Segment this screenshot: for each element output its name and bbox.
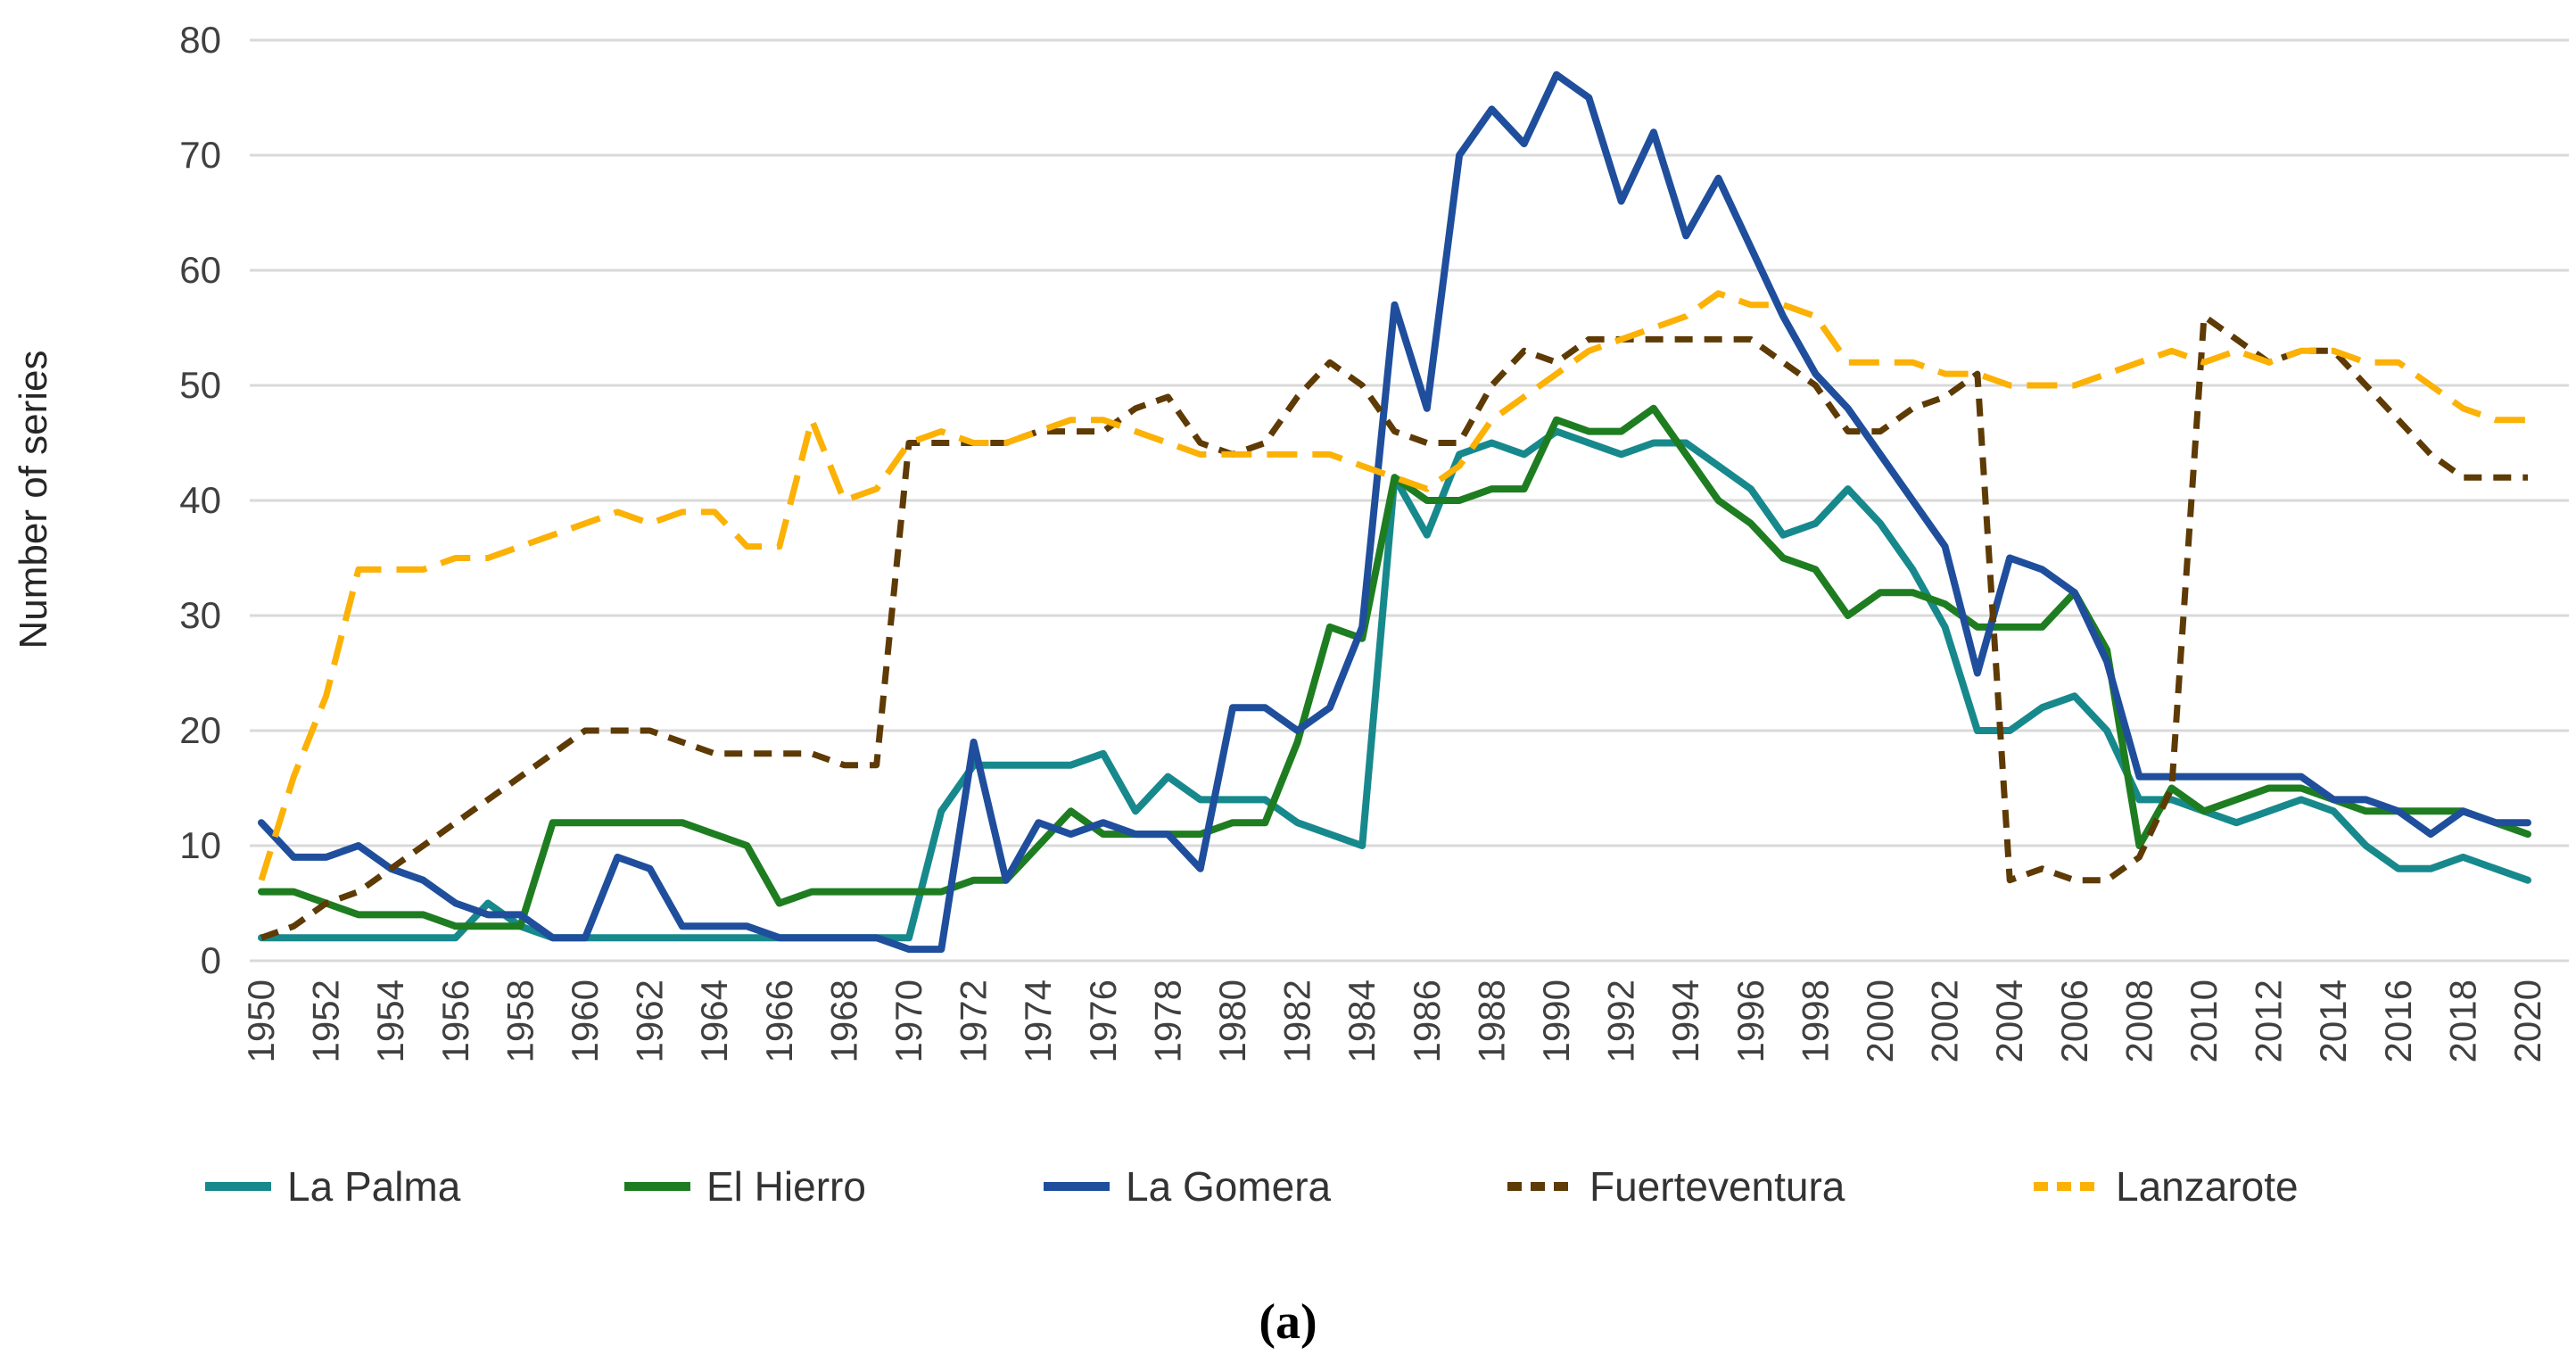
x-tick-label-1986: 1986 bbox=[1406, 979, 1448, 1062]
x-tick-label-1962: 1962 bbox=[629, 979, 671, 1062]
y-tick-label-10: 10 bbox=[179, 824, 221, 866]
legend-label-el-hierro: El Hierro bbox=[706, 1163, 866, 1210]
x-tick-label-1956: 1956 bbox=[434, 979, 476, 1062]
x-tick-label-1982: 1982 bbox=[1276, 979, 1318, 1062]
x-tick-label-1984: 1984 bbox=[1341, 979, 1383, 1062]
series-line-la-gomera bbox=[258, 70, 2531, 954]
x-tick-label-1992: 1992 bbox=[1600, 979, 1642, 1062]
x-tick-label-2016: 2016 bbox=[2377, 979, 2419, 1062]
x-tick-label-1988: 1988 bbox=[1470, 979, 1512, 1062]
figure-caption: (a) bbox=[1259, 1294, 1317, 1350]
x-tick-label-1980: 1980 bbox=[1211, 979, 1253, 1062]
y-tick-label-0: 0 bbox=[201, 939, 221, 981]
y-tick-label-30: 30 bbox=[179, 594, 221, 636]
x-tick-label-1966: 1966 bbox=[758, 979, 800, 1062]
x-tick-label-2004: 2004 bbox=[1988, 979, 2030, 1062]
series-line-el-hierro bbox=[258, 404, 2531, 930]
y-tick-label-70: 70 bbox=[179, 134, 221, 176]
x-tick-label-1950: 1950 bbox=[240, 979, 282, 1062]
x-tick-label-1990: 1990 bbox=[1535, 979, 1577, 1062]
y-tick-label-50: 50 bbox=[179, 364, 221, 406]
legend-label-la-gomera: La Gomera bbox=[1126, 1163, 1332, 1210]
y-tick-label-60: 60 bbox=[179, 249, 221, 291]
x-tick-label-2008: 2008 bbox=[2118, 979, 2159, 1062]
series-line-lanzarote bbox=[258, 290, 2528, 881]
legend-label-lanzarote: Lanzarote bbox=[2116, 1163, 2299, 1210]
y-tick-label-80: 80 bbox=[179, 19, 221, 61]
x-tick-label-1972: 1972 bbox=[953, 979, 995, 1062]
x-tick-label-1968: 1968 bbox=[822, 979, 864, 1062]
x-tick-label-1970: 1970 bbox=[888, 979, 929, 1062]
x-tick-label-1958: 1958 bbox=[499, 979, 541, 1062]
x-tick-label-2002: 2002 bbox=[1924, 979, 1966, 1062]
x-tick-label-2000: 2000 bbox=[1859, 979, 1901, 1062]
y-tick-label-20: 20 bbox=[179, 709, 221, 751]
x-tick-label-2010: 2010 bbox=[2183, 979, 2225, 1062]
legend-label-la-palma: La Palma bbox=[287, 1163, 461, 1210]
x-tick-label-1976: 1976 bbox=[1082, 979, 1124, 1062]
y-axis-title: Number of series bbox=[12, 350, 55, 649]
x-tick-label-2012: 2012 bbox=[2248, 979, 2290, 1062]
x-tick-label-2014: 2014 bbox=[2312, 979, 2354, 1062]
x-tick-label-1954: 1954 bbox=[369, 979, 411, 1062]
x-tick-label-2018: 2018 bbox=[2441, 979, 2483, 1062]
series-line-fuerteventura bbox=[260, 313, 2528, 941]
y-tick-label-40: 40 bbox=[179, 479, 221, 521]
x-tick-label-1974: 1974 bbox=[1017, 979, 1059, 1062]
x-tick-label-1996: 1996 bbox=[1730, 979, 1771, 1062]
x-tick-label-2006: 2006 bbox=[2053, 979, 2095, 1062]
x-tick-label-1998: 1998 bbox=[1794, 979, 1836, 1062]
x-tick-label-2020: 2020 bbox=[2506, 979, 2548, 1062]
x-tick-label-1978: 1978 bbox=[1146, 979, 1188, 1062]
x-tick-label-1952: 1952 bbox=[305, 979, 347, 1062]
x-tick-label-1964: 1964 bbox=[693, 979, 735, 1062]
x-tick-label-1960: 1960 bbox=[564, 979, 606, 1062]
x-tick-label-1994: 1994 bbox=[1664, 979, 1706, 1062]
legend-label-fuerteventura: Fuerteventura bbox=[1589, 1163, 1845, 1210]
